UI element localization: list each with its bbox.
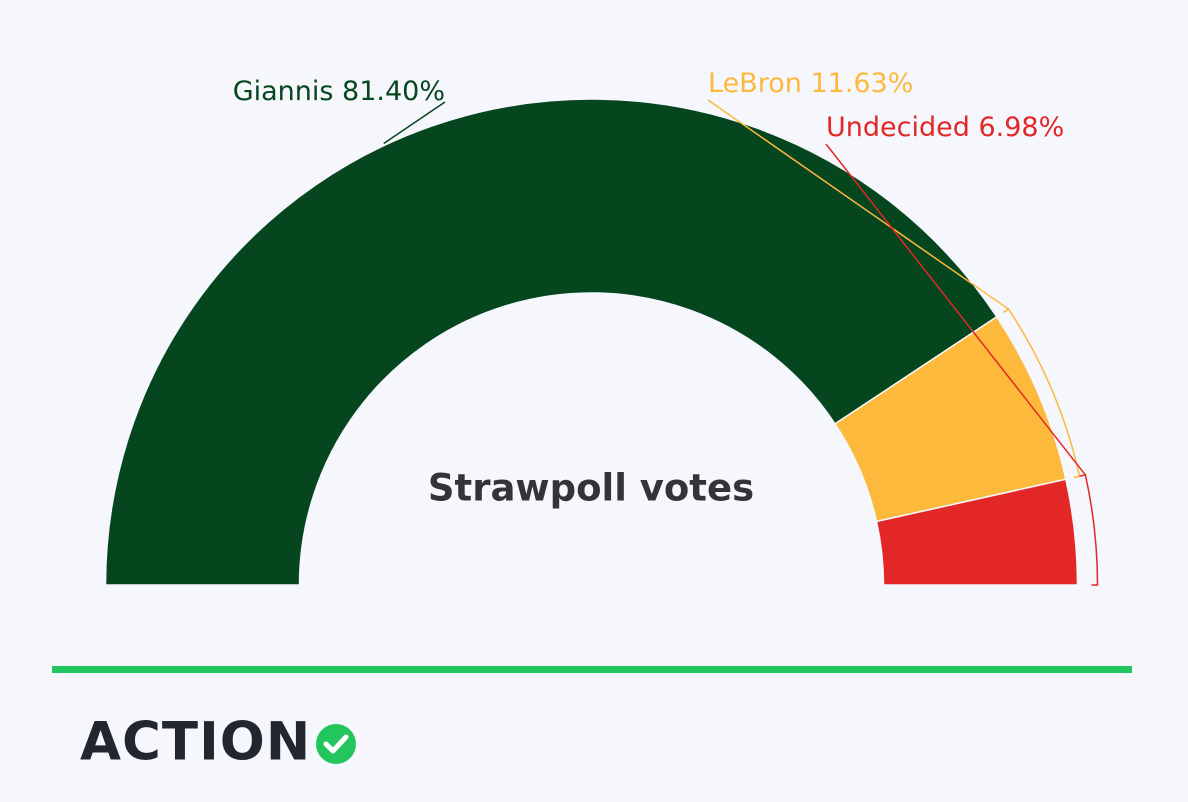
label-name: Giannis [233, 76, 334, 107]
chart-title: Strawpoll votes [428, 467, 754, 510]
connector [825, 143, 1086, 476]
logo-icon [316, 724, 356, 764]
connector [707, 99, 1009, 310]
data-label: Undecided 6.98% [826, 112, 1064, 143]
bracket [1079, 474, 1099, 586]
segment [875, 478, 1079, 586]
bracket [1003, 308, 1081, 479]
label-name: LeBron [708, 68, 802, 99]
data-label: LeBron 11.63% [708, 68, 913, 99]
label-value: 81.40% [342, 76, 445, 107]
logo: ACTION [80, 712, 311, 773]
label-name: Undecided [826, 112, 970, 143]
label-value: 6.98% [978, 112, 1064, 143]
divider [52, 666, 1132, 673]
connector [383, 101, 446, 145]
label-value: 11.63% [810, 68, 913, 99]
data-label: Giannis 81.40% [233, 76, 445, 107]
segment [104, 98, 998, 586]
logo-check [323, 734, 349, 754]
